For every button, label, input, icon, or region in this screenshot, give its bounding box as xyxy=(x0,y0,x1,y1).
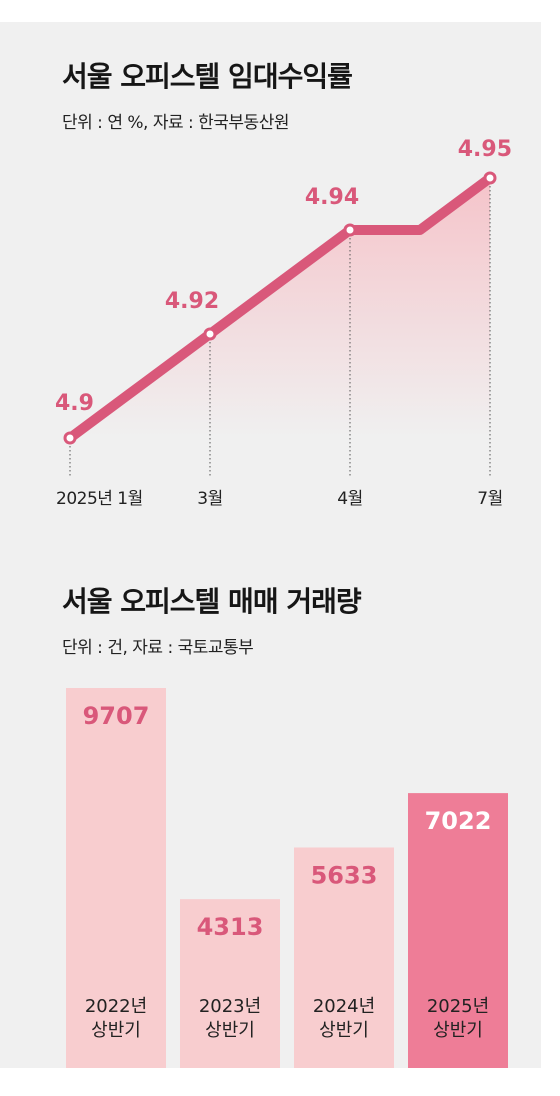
bar-chart-title: 서울 오피스텔 매매 거래량 xyxy=(62,585,362,618)
x-tick-label: 2025년 1월 xyxy=(56,489,143,509)
bar-category-label: 2022년 xyxy=(85,996,147,1017)
rental-yield-line-chart: 4.9 4.92 4.94 4.95 2025년 1월 3월 4월 7월 xyxy=(55,137,512,509)
bar-category-label: 2025년 xyxy=(427,996,489,1017)
data-point xyxy=(483,171,497,185)
data-label: 4.95 xyxy=(458,137,512,162)
data-label: 4.92 xyxy=(165,289,219,314)
bar-value-label: 9707 xyxy=(83,702,150,730)
x-tick-label: 7월 xyxy=(477,489,502,509)
bar-category-label: 상반기 xyxy=(91,1020,141,1041)
x-tick-label: 4월 xyxy=(337,489,362,509)
data-point xyxy=(63,431,77,445)
data-label: 4.9 xyxy=(55,391,94,416)
bar-category-label: 2024년 xyxy=(313,996,375,1017)
line-area-fill xyxy=(70,178,490,438)
data-point xyxy=(343,223,357,237)
bar-category-label: 2023년 xyxy=(199,996,261,1017)
line-chart-subtitle: 단위 : 연 %, 자료 : 한국부동산원 xyxy=(62,113,289,133)
bar xyxy=(66,688,166,1068)
bar xyxy=(294,847,394,1068)
bar-value-label: 7022 xyxy=(425,807,492,835)
bar-chart-subtitle: 단위 : 건, 자료 : 국토교통부 xyxy=(62,638,254,658)
bar-category-label: 상반기 xyxy=(433,1020,483,1041)
bar-value-label: 5633 xyxy=(311,861,378,889)
line-chart-title: 서울 오피스텔 임대수익률 xyxy=(62,60,353,93)
data-label: 4.94 xyxy=(305,185,359,210)
x-tick-label: 3월 xyxy=(197,489,222,509)
bar-category-label: 상반기 xyxy=(319,1020,369,1041)
bar xyxy=(408,793,508,1068)
data-point xyxy=(203,327,217,341)
bar xyxy=(180,899,280,1068)
bar-category-label: 상반기 xyxy=(205,1020,255,1041)
bar-value-label: 4313 xyxy=(197,913,264,941)
